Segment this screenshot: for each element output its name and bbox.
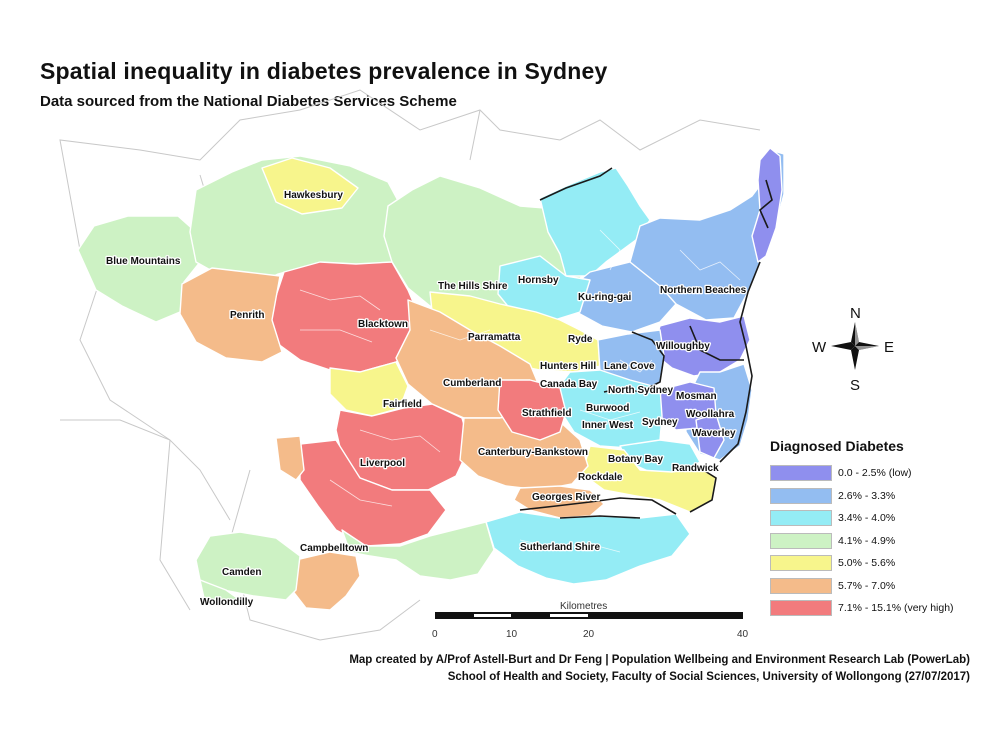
scale-tick-0: 0: [432, 629, 438, 640]
compass-label-n: N: [850, 305, 861, 322]
legend-swatch: [770, 465, 832, 482]
region-west-yellow: [329, 361, 409, 417]
label-campbelltown: Campbelltown: [300, 543, 368, 554]
compass-label-e: E: [884, 339, 894, 356]
compass-south-arrow: [851, 346, 859, 370]
place-labels: Hawkesbury Blue Mountains Penrith Blackt…: [105, 189, 748, 610]
label-fairfield: Fairfield: [383, 399, 422, 410]
legend-swatch: [770, 487, 832, 504]
legend: Diagnosed Diabetes 0.0 - 2.5% (low) 2.6%…: [770, 438, 954, 620]
scale-bar: Kilometres 0 10 20 40: [432, 601, 749, 640]
legend-swatch: [770, 555, 832, 572]
coastline: [519, 167, 773, 519]
map-title: Spatial inequality in diabetes prevalenc…: [40, 58, 608, 84]
legend-item: 4.1% - 4.9%: [770, 530, 954, 553]
legend-title: Diagnosed Diabetes: [770, 438, 904, 454]
label-blue-mountains: Blue Mountains: [106, 256, 181, 267]
compass-west-arrow: [831, 342, 855, 350]
region-east-coast-low: [695, 413, 725, 459]
legend-swatch: [770, 577, 832, 594]
label-parramatta: Parramatta: [468, 332, 521, 343]
region-campbelltown: [291, 551, 361, 611]
label-northern-beaches: Northern Beaches: [660, 285, 747, 296]
region-liverpool-west: [275, 435, 305, 481]
label-randwick: Randwick: [672, 463, 719, 474]
suburb-boundaries: [299, 229, 741, 553]
scale-unit: Kilometres: [560, 601, 607, 612]
scale-tick-20: 20: [583, 629, 595, 640]
label-the-hills-shire: The Hills Shire: [438, 281, 508, 292]
scale-tick-40: 40: [737, 629, 749, 640]
label-hunters-hill: Hunters Hill: [540, 361, 596, 372]
legend-item: 5.0% - 5.6%: [770, 552, 954, 575]
legend-label: 4.1% - 4.9%: [838, 534, 896, 547]
label-sydney: Sydney: [642, 417, 678, 428]
compass-label-s: S: [850, 377, 860, 394]
label-canada-bay: Canada Bay: [540, 379, 598, 390]
region-hornsby-central: [497, 255, 591, 323]
credits-line-2: School of Health and Society, Faculty of…: [447, 671, 970, 683]
legend-label: 5.0% - 5.6%: [838, 557, 896, 570]
region-hawkesbury-north: [261, 157, 359, 215]
legend-item: 5.7% - 7.0%: [770, 575, 954, 598]
label-ryde: Ryde: [568, 334, 593, 345]
region-penrith: [179, 267, 283, 363]
scale-tick-10: 10: [506, 629, 518, 640]
region-camden: [195, 531, 301, 601]
label-rockdale: Rockdale: [578, 472, 623, 483]
legend-item: 3.4% - 4.0%: [770, 507, 954, 530]
region-south-green: [341, 521, 495, 581]
label-liverpool: Liverpool: [360, 458, 405, 469]
legend-item: 2.6% - 3.3%: [770, 485, 954, 508]
label-sutherland-shire: Sutherland Shire: [520, 542, 600, 553]
map-subtitle: Data sourced from the National Diabetes …: [40, 93, 457, 110]
label-penrith: Penrith: [230, 310, 264, 321]
label-strathfield: Strathfield: [522, 408, 571, 419]
label-lane-cove: Lane Cove: [604, 361, 655, 372]
label-mosman: Mosman: [676, 391, 717, 402]
region-wollondilly-tip: [199, 579, 241, 607]
legend-swatch: [770, 532, 832, 549]
credits-line-1: Map created by A/Prof Astell-Burt and Dr…: [349, 654, 970, 666]
legend-item: 7.1% - 15.1% (very high): [770, 597, 954, 620]
compass-label-w: W: [812, 339, 827, 356]
label-willoughby: Willoughby: [656, 341, 710, 352]
legend-swatch: [770, 600, 832, 617]
label-hornsby: Hornsby: [518, 275, 559, 286]
label-georges-river: Georges River: [532, 492, 600, 503]
legend-label: 3.4% - 4.0%: [838, 512, 896, 525]
legend-label: 5.7% - 7.0%: [838, 579, 896, 592]
map-credits: Map created by A/Prof Astell-Burt and Dr…: [349, 652, 970, 686]
label-woollahra: Woollahra: [686, 409, 735, 420]
label-cumberland: Cumberland: [443, 378, 501, 389]
compass-rose: N S E W: [812, 305, 894, 394]
region-liverpool: [299, 439, 447, 547]
label-camden: Camden: [222, 567, 261, 578]
legend-swatch: [770, 510, 832, 527]
label-canterbury-bankstown: Canterbury-Bankstown: [478, 447, 588, 458]
label-inner-west: Inner West: [582, 420, 634, 431]
label-botany-bay: Botany Bay: [608, 454, 663, 465]
label-blacktown: Blacktown: [358, 319, 408, 330]
label-wollondilly: Wollondilly: [200, 597, 254, 608]
label-hawkesbury: Hawkesbury: [284, 190, 343, 201]
region-blue-mountains: [77, 215, 201, 323]
label-burwood: Burwood: [586, 403, 629, 414]
label-ku-ring-gai: Ku-ring-gai: [578, 292, 632, 303]
label-north-sydney: North Sydney: [608, 385, 673, 396]
legend-label: 2.6% - 3.3%: [838, 489, 896, 502]
region-strathfield-burwood: [497, 379, 567, 441]
legend-item: 0.0 - 2.5% (low): [770, 462, 954, 485]
legend-label: 7.1% - 15.1% (very high): [838, 602, 954, 615]
background-boundaries: [59, 89, 761, 641]
label-waverley: Waverley: [692, 428, 736, 439]
legend-label: 0.0 - 2.5% (low): [838, 467, 912, 480]
